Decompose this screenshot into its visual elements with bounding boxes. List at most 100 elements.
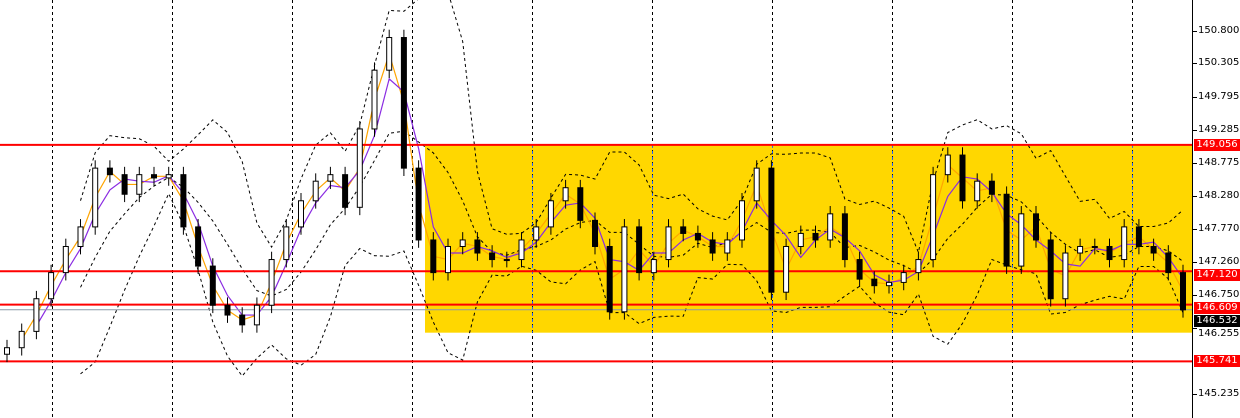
candle-body [1165, 252, 1172, 274]
candle-body [371, 69, 378, 130]
y-tick-label: 148.280 [1198, 189, 1240, 201]
tick-mark [1193, 163, 1197, 165]
candle-body [400, 37, 407, 169]
tick-mark [1193, 96, 1197, 98]
candle-body [900, 272, 907, 283]
candle-body [489, 252, 496, 261]
candle-body [48, 272, 55, 300]
candle-body [312, 180, 319, 202]
candle-body [224, 304, 231, 316]
tick-mark [1193, 327, 1197, 329]
candle-body [474, 239, 481, 254]
candle-body [1033, 213, 1039, 241]
candle-body [430, 239, 437, 274]
y-tick-label: 149.285 [1198, 123, 1240, 135]
candle-body [783, 245, 790, 293]
candle-body [1091, 245, 1098, 248]
candle-body [547, 200, 554, 228]
candle-body [342, 174, 349, 208]
candle-body [253, 304, 260, 326]
candle-body [18, 330, 25, 349]
candle-body [621, 226, 628, 313]
candle-body [812, 232, 819, 241]
candle-body [944, 154, 951, 176]
y-tick-label: 150.305 [1198, 57, 1240, 69]
tick-mark [1193, 63, 1197, 65]
y-tick-label: 148.775 [1198, 157, 1240, 169]
candle-body [724, 239, 731, 254]
candle-body [709, 239, 716, 254]
candle-body [1018, 213, 1025, 267]
candle-body [1106, 245, 1113, 261]
tick-mark [1193, 394, 1197, 396]
y-tick-label: 151.310 [1198, 0, 1239, 4]
candle-body [606, 245, 613, 313]
candle-body [33, 298, 40, 332]
candle-body [841, 213, 848, 261]
price-plot[interactable] [0, 0, 1192, 418]
candle-body [1003, 193, 1010, 267]
level-price-label: 149.056 [1194, 138, 1240, 151]
candle-body [871, 278, 878, 287]
y-tick-label: 150.800 [1198, 25, 1240, 36]
candle-body [974, 180, 981, 202]
tick-mark [1193, 228, 1197, 230]
candle-body [503, 259, 510, 262]
candle-body [106, 167, 113, 176]
tick-mark [1193, 295, 1197, 297]
candle-body [694, 232, 701, 241]
candle-body [856, 259, 863, 280]
candle-body [239, 314, 246, 326]
bollinger-middle [80, 130, 1184, 297]
y-tick-label: 146.750 [1198, 289, 1240, 301]
candle-body [533, 226, 540, 241]
candle-body [62, 245, 69, 274]
candle-body [518, 239, 525, 261]
candle-body [415, 167, 422, 241]
candle-body [959, 154, 966, 202]
candle-body [4, 347, 10, 355]
candle-body [768, 167, 775, 293]
candle-body [1077, 245, 1084, 254]
candle-body [915, 259, 922, 274]
candle-body [886, 281, 892, 287]
candle-body [268, 259, 275, 306]
candle-body [739, 200, 745, 241]
y-tick-label: 146.255 [1198, 328, 1240, 340]
candle-body [136, 174, 143, 195]
candle-body [650, 259, 657, 274]
level-price-label: 146.609 [1194, 302, 1240, 315]
current-price-label: 146.532 [1194, 315, 1240, 328]
level-price-label: 147.120 [1194, 269, 1240, 282]
candle-body [327, 174, 334, 182]
candle-body [680, 226, 687, 234]
candle-body [180, 174, 187, 228]
y-tick-label: 145.235 [1198, 388, 1240, 400]
candle-body [165, 174, 172, 179]
candle-body [1121, 226, 1128, 261]
candle-body [209, 265, 216, 306]
y-tick-label: 147.260 [1198, 256, 1240, 268]
candle-body [151, 174, 157, 179]
candle-body [1135, 226, 1142, 247]
y-tick-label: 149.795 [1198, 90, 1240, 102]
candle-body [283, 226, 290, 261]
price-axis[interactable]: 151.310 150.800 150.305 149.795 149.285 149.0… [1192, 0, 1240, 418]
tick-mark [1193, 195, 1197, 197]
candle-body [1047, 239, 1054, 300]
candle-body [753, 167, 760, 202]
candle-body [930, 174, 937, 261]
candle-body [827, 213, 834, 241]
candle-body [592, 219, 598, 247]
candle-body [121, 174, 128, 195]
candle-body [298, 200, 304, 228]
candle-body [92, 167, 99, 228]
bollinger-lower [80, 192, 1184, 377]
level-price-label: 145.741 [1194, 355, 1240, 368]
candle-body [1062, 252, 1069, 300]
candle-body [562, 187, 569, 202]
candle-body [665, 226, 672, 261]
candle-body [1150, 245, 1157, 254]
tick-mark [1193, 31, 1197, 32]
